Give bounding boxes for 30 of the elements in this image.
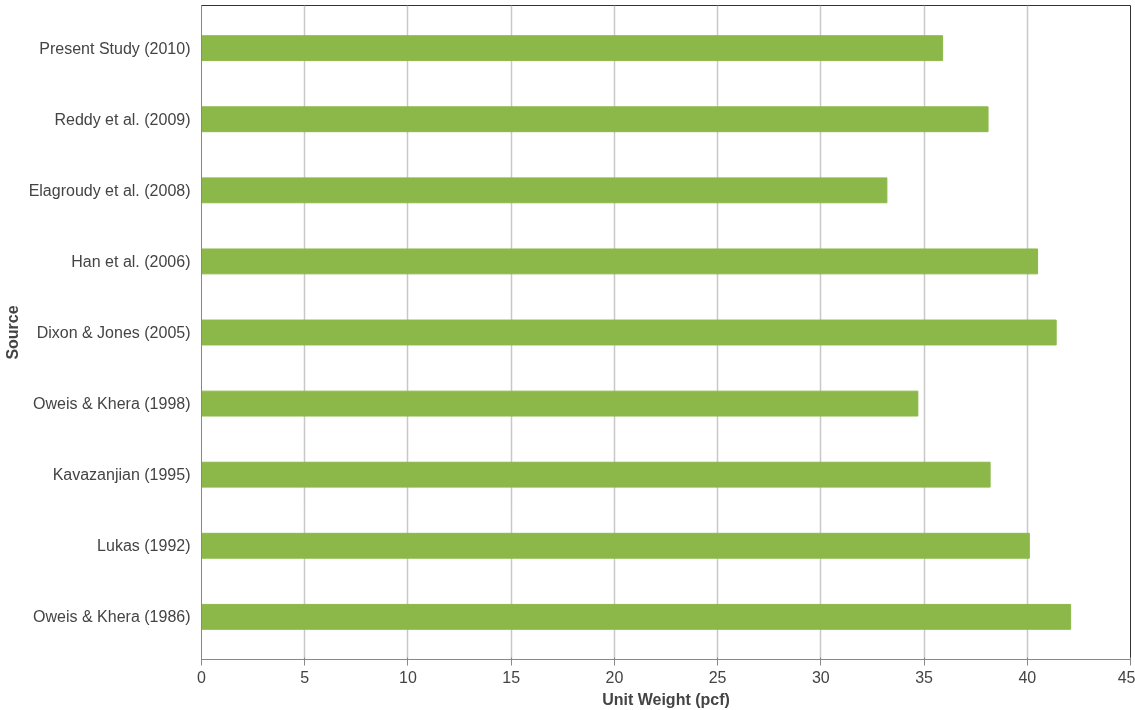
x-tick-label: 40: [1018, 668, 1037, 686]
bar: [201, 248, 1039, 275]
x-axis-title: Unit Weight (pcf): [602, 690, 730, 708]
bar: [201, 461, 991, 488]
bar: [201, 177, 888, 204]
y-tick-label: Present Study (2010): [39, 39, 191, 57]
x-tick-label: 25: [708, 668, 727, 686]
x-tick-label: 30: [811, 668, 830, 686]
x-tick-label: 0: [197, 668, 207, 686]
bar: [201, 390, 919, 417]
bar: [201, 35, 944, 62]
x-tick-label: 15: [502, 668, 521, 686]
y-tick-label: Dixon & Jones (2005): [36, 324, 191, 341]
x-tick-label: 5: [300, 668, 310, 686]
x-tick-label: 10: [399, 668, 417, 686]
bar: [201, 603, 1072, 630]
bar: [201, 106, 989, 133]
y-tick-label: Elagroudy et al. (2008): [28, 181, 191, 199]
y-tick-label: Kavazanjian (1995): [52, 466, 191, 484]
y-tick-label: Oweis & Khera (1986): [33, 608, 191, 626]
x-tick-label: 35: [915, 668, 934, 686]
x-tick-label: 45: [1117, 668, 1135, 686]
y-tick-label: Oweis & Khera (1998): [33, 395, 191, 413]
y-axis-title: Source: [3, 305, 21, 360]
y-tick-label: Han et al. (2006): [71, 252, 191, 270]
y-tick-label: Reddy et al. (2009): [54, 110, 191, 128]
x-tick-label: 20: [605, 668, 624, 686]
bar: [201, 532, 1030, 559]
y-tick-label: Lukas (1992): [97, 537, 191, 555]
bar: [201, 319, 1057, 346]
